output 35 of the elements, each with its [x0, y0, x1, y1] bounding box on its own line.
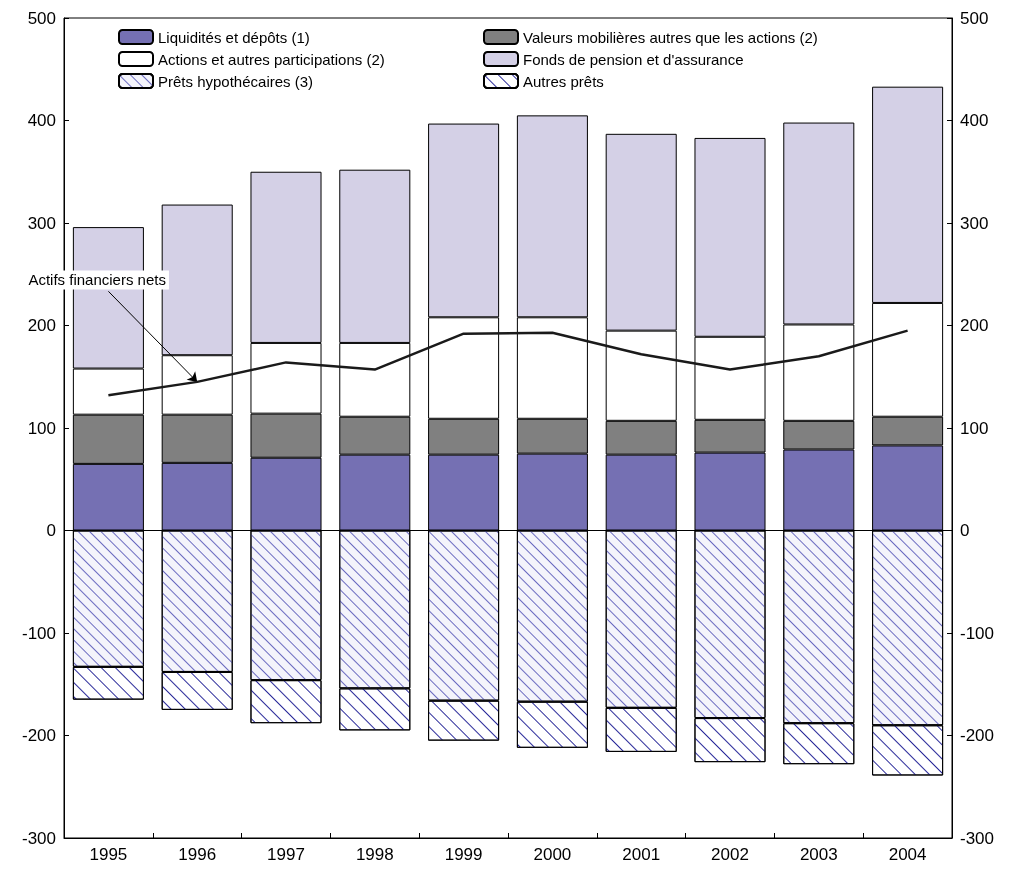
y-tick-label: 200: [27, 316, 56, 335]
y-tick-label: 0: [46, 521, 56, 540]
y-tick-label: 100: [27, 418, 56, 438]
y-tick-label: -100: [21, 623, 56, 643]
x-tick-label: 1998: [355, 845, 394, 864]
annotation: Actifs financiers nets: [28, 271, 166, 289]
y2-tick-label: 400: [960, 111, 989, 130]
y2-tick-label: -200: [960, 726, 995, 745]
y2-tick-label: 300: [960, 213, 989, 233]
x-tick-label: 1999: [444, 845, 483, 864]
x-tick-label: 2002: [711, 845, 749, 864]
y2-tick-label: 500: [960, 8, 989, 28]
y2-tick-label: -300: [960, 828, 995, 848]
y2-tick-label: 100: [960, 418, 989, 438]
x-tick-label: 1995: [89, 845, 128, 864]
y-tick-label: 500: [27, 8, 56, 28]
legend-label: Actions et autres participations (2): [158, 50, 385, 68]
legend-label: Autres prêts: [523, 72, 604, 90]
x-tick-label: 1996: [178, 845, 217, 864]
y-tick-label: 300: [27, 213, 56, 233]
legend-label: Valeurs mobilières autres que les actions (2): [523, 28, 818, 46]
legend-label: Prêts hypothécaires (3): [158, 72, 314, 90]
y2-tick-label: -100: [960, 623, 995, 643]
x-tick-label: 1997: [267, 845, 305, 864]
x-tick-label: 2003: [799, 845, 838, 864]
x-tick-label: 2000: [533, 845, 572, 864]
y-tick-label: -200: [21, 726, 56, 745]
y2-tick-label: 0: [960, 521, 970, 540]
x-tick-label: 2001: [622, 845, 661, 864]
y-tick-label: 400: [27, 111, 56, 130]
legend-label: Liquidités et dépôts (1): [158, 28, 310, 46]
x-tick-label: 2004: [888, 845, 927, 864]
y-tick-label: -300: [21, 828, 56, 848]
y2-tick-label: 200: [960, 316, 989, 335]
legend-label: Fonds de pension et d'assurance: [523, 50, 744, 68]
